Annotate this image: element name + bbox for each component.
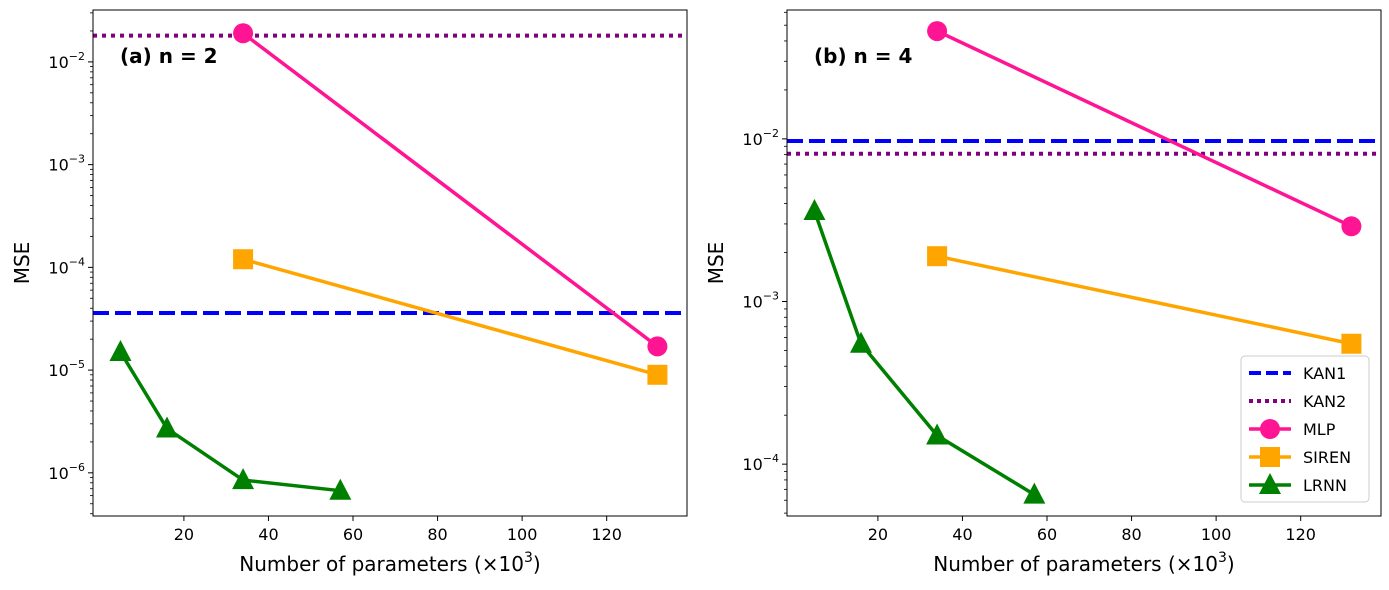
series-line-lrnn <box>118 351 341 493</box>
x-axis-label: Number of parameters (×103) <box>933 550 1234 576</box>
y-tick-base: 10 <box>48 464 68 483</box>
x-tick-label: 20 <box>174 525 194 544</box>
y-axis-label: MSE <box>704 242 728 285</box>
x-tick-label: 120 <box>591 525 622 544</box>
legend-label-lrnn: LRNN <box>1303 476 1347 495</box>
data-point-lrnn <box>232 468 255 490</box>
series-line-lrnn <box>812 210 1036 497</box>
y-tick-label: 10−3 <box>48 153 85 175</box>
x-tick-label: 20 <box>868 525 888 544</box>
x-tick-label: 60 <box>1037 525 1057 544</box>
y-tick-exponent: −5 <box>69 358 85 371</box>
y-tick-exponent: −2 <box>69 50 85 63</box>
y-tick-base: 10 <box>48 156 68 175</box>
data-point-lrnn <box>926 423 949 445</box>
data-point-siren <box>927 246 948 267</box>
series-line-mlp <box>242 31 659 348</box>
data-point-mlp <box>647 336 668 357</box>
x-axis-label-text: Number of parameters (×10 <box>239 552 524 576</box>
data-point-lrnn <box>803 199 826 221</box>
y-tick-base: 10 <box>742 455 762 474</box>
y-tick-exponent: −6 <box>69 461 85 474</box>
y-axis-label: MSE <box>10 242 34 285</box>
plot-frame <box>92 9 688 517</box>
y-tick-label: 10−3 <box>742 290 779 312</box>
y-tick-base: 10 <box>48 361 68 380</box>
series-line-siren <box>242 257 658 377</box>
data-point-siren <box>233 249 254 270</box>
x-tick-label: 80 <box>1121 525 1141 544</box>
y-tick-base: 10 <box>48 53 68 72</box>
x-tick-label: 40 <box>258 525 278 544</box>
series-line-siren <box>936 254 1352 346</box>
legend-marker-mlp <box>1260 419 1280 439</box>
series-line-mlp <box>936 29 1353 228</box>
legend-label-mlp: MLP <box>1303 420 1336 439</box>
legend: KAN1 KAN2 MLP SIREN LRNN <box>1240 355 1370 503</box>
y-tick-label: 10−6 <box>48 461 85 483</box>
legend-label-kan1: KAN1 <box>1303 364 1346 383</box>
data-point-lrnn <box>109 340 132 362</box>
y-tick-base: 10 <box>742 130 762 149</box>
x-tick-label: 80 <box>427 525 447 544</box>
panel-title: (a) n = 2 <box>120 44 218 68</box>
y-tick-base: 10 <box>742 293 762 312</box>
data-point-siren <box>1341 333 1362 354</box>
y-tick-label: 10−4 <box>48 255 85 277</box>
x-axis-label-superscript: 3 <box>524 550 533 566</box>
y-tick-label: 10−4 <box>742 452 779 474</box>
plot-frame <box>786 9 1382 517</box>
x-axis-label: Number of parameters (×103) <box>239 550 540 576</box>
panel-title: (b) n = 4 <box>814 44 912 68</box>
data-point-lrnn <box>329 478 352 500</box>
legend-marker-siren <box>1260 447 1280 467</box>
data-point-lrnn <box>1023 482 1046 504</box>
x-tick-label: 100 <box>507 525 538 544</box>
y-tick-label: 10−2 <box>48 50 85 72</box>
x-tick-label: 40 <box>952 525 972 544</box>
data-point-mlp <box>233 23 254 44</box>
x-tick-label: 60 <box>343 525 363 544</box>
data-point-lrnn <box>849 331 872 353</box>
data-point-lrnn <box>155 416 178 438</box>
y-tick-label: 10−2 <box>742 127 779 149</box>
chart-panel-0: 20 40 60 80 100 12010−610−510−410−310−2Number… <box>10 9 688 576</box>
x-axis-label-end: ) <box>1227 552 1235 576</box>
legend-label-kan2: KAN2 <box>1303 392 1346 411</box>
data-point-mlp <box>927 21 948 42</box>
data-point-mlp <box>1341 216 1362 237</box>
y-tick-exponent: −3 <box>763 290 779 303</box>
legend-marker-lrnn <box>1259 473 1281 494</box>
y-tick-exponent: −3 <box>69 153 85 166</box>
x-tick-label: 100 <box>1201 525 1232 544</box>
data-point-siren <box>647 364 668 385</box>
x-tick-label: 120 <box>1285 525 1316 544</box>
y-tick-exponent: −4 <box>69 255 85 268</box>
y-tick-exponent: −2 <box>763 127 779 140</box>
x-axis-label-text: Number of parameters (×10 <box>933 552 1218 576</box>
y-tick-label: 10−5 <box>48 358 85 380</box>
y-tick-base: 10 <box>48 258 68 277</box>
legend-label-siren: SIREN <box>1303 448 1351 467</box>
x-axis-label-end: ) <box>533 552 541 576</box>
x-axis-label-superscript: 3 <box>1218 550 1227 566</box>
y-tick-exponent: −4 <box>763 452 779 465</box>
